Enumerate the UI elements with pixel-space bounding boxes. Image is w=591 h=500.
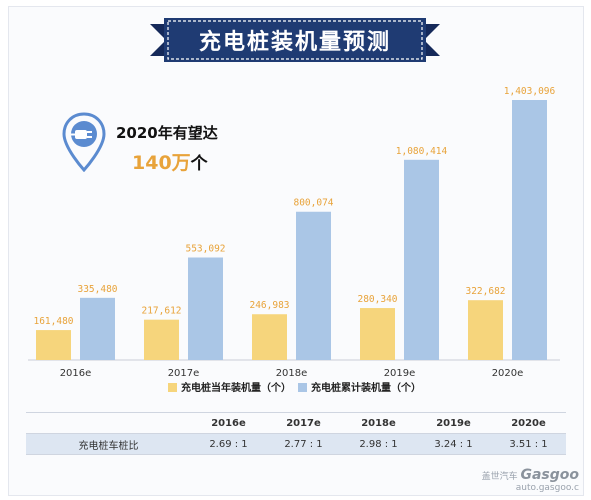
callout-line1: 2020年有望达 (116, 124, 218, 142)
watermark: 盖世汽车 Gasgoo auto.gasgoo.c (481, 467, 579, 494)
table-header-cell: 2019e (436, 417, 471, 429)
bar-cumulative-2016e (80, 297, 115, 360)
table-row-label: 充电桩车桩比 (78, 440, 139, 452)
charging-plug-pin-icon (62, 112, 106, 172)
watermark-url: auto.gasgoo.c (515, 483, 579, 493)
data-label: 335,480 (77, 284, 117, 295)
bar-chart: 161,480 335,480 2016e 217,612 553,092 2017e 24… (28, 86, 560, 394)
table-header-cell: 2017e (286, 417, 321, 429)
legend-swatch (298, 383, 307, 392)
table-cell: 2.98 : 1 (359, 438, 398, 450)
table-cell: 3.24 : 1 (434, 438, 473, 450)
data-label: 217,612 (141, 306, 181, 317)
bar-cumulative-2018e (296, 211, 331, 360)
bar-annual-2017e (144, 319, 179, 360)
callout-number: 140万 (132, 152, 191, 174)
table-row: 充电桩车桩比 2.69 : 1 2.77 : 1 2.98 : 1 3.24 : 1 3.… (26, 434, 566, 455)
data-label: 161,480 (33, 316, 73, 327)
callout: 2020年有望达 140万个 (62, 112, 262, 192)
data-label: 800,074 (293, 198, 333, 209)
data-label: 280,340 (357, 294, 397, 305)
bar-annual-2018e (252, 314, 287, 360)
x-tick-label: 2020e (492, 368, 524, 379)
table-cell: 2.77 : 1 (284, 438, 323, 450)
callout-line2: 140万个 (132, 148, 208, 175)
table-header-cell: 2016e (211, 417, 246, 429)
legend-swatch (168, 383, 177, 392)
x-tick-label: 2019e (384, 368, 416, 379)
table-cell: 3.51 : 1 (509, 438, 548, 450)
callout-unit: 个 (190, 154, 208, 174)
title-banner: 充电桩装机量预测 (150, 16, 440, 64)
table-header-cell: 2020e (511, 417, 546, 429)
legend-label: 充电桩累计装机量（个） (311, 381, 421, 394)
bar-annual-2016e (36, 330, 71, 360)
bar-annual-2019e (360, 308, 395, 360)
data-label: 246,983 (249, 300, 289, 311)
bar-annual-2020e (468, 300, 503, 360)
data-label: 1,403,096 (504, 86, 556, 97)
chart-title: 充电桩装机量预测 (198, 30, 391, 55)
watermark-sub: 盖世汽车 (481, 472, 518, 482)
table-cell: 2.69 : 1 (209, 438, 248, 450)
x-tick-label: 2018e (276, 368, 308, 379)
bar-cumulative-2017e (188, 257, 223, 360)
ratio-table: 2016e 2017e 2018e 2019e 2020e 充电桩车桩比 2.69 : 1… (26, 412, 566, 455)
bar-cumulative-2019e (404, 159, 439, 360)
table-header-row: 2016e 2017e 2018e 2019e 2020e (26, 412, 566, 434)
watermark-brand: Gasgoo (520, 467, 579, 483)
data-label: 322,682 (465, 286, 505, 297)
data-label: 1,080,414 (396, 146, 448, 157)
banner-shape (150, 18, 440, 62)
bar-cumulative-2020e (512, 100, 547, 360)
x-tick-label: 2016e (60, 368, 92, 379)
data-label: 553,092 (185, 244, 225, 255)
table-header-cell: 2018e (361, 417, 396, 429)
x-tick-label: 2017e (168, 368, 200, 379)
legend-label: 充电桩当年装机量（个） (181, 381, 291, 394)
